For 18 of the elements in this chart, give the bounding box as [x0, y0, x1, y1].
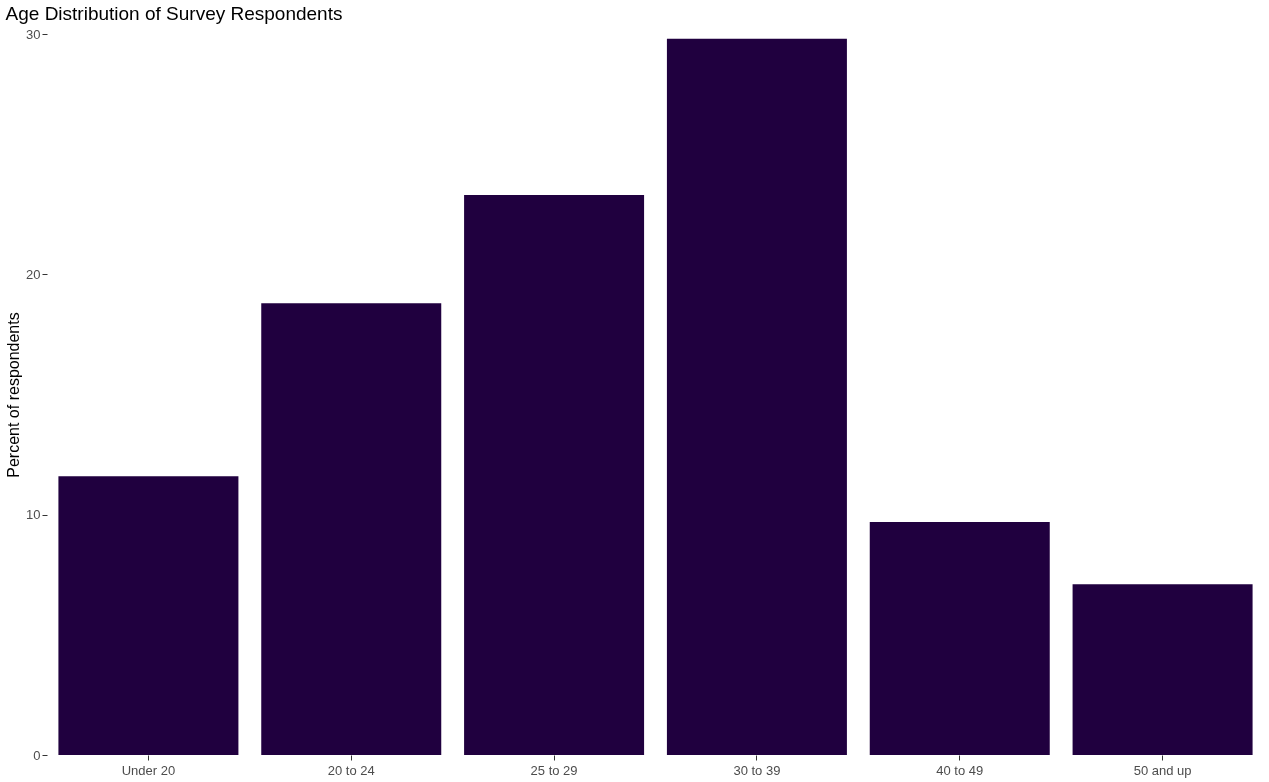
bar	[464, 195, 645, 755]
y-tick-label: 0	[33, 747, 41, 763]
y-axis-title: Percent of respondents	[5, 312, 23, 478]
bar	[58, 476, 239, 755]
x-tick-label: Under 20	[121, 762, 176, 778]
x-tick-label: 30 to 39	[733, 762, 781, 778]
bar	[666, 38, 847, 755]
y-tick-label: 20	[26, 266, 41, 282]
bar	[869, 521, 1050, 755]
x-tick-label: 20 to 24	[327, 762, 375, 778]
y-tick-label: 30	[26, 26, 41, 42]
x-tick-label: 40 to 49	[936, 762, 984, 778]
bar	[1072, 584, 1253, 755]
chart-title: Age Distribution of Survey Respondents	[5, 3, 343, 24]
y-tick-label: 10	[26, 507, 41, 523]
x-tick-label: 25 to 29	[530, 762, 578, 778]
x-tick-label: 50 and up	[1133, 762, 1192, 778]
bar	[261, 303, 442, 755]
